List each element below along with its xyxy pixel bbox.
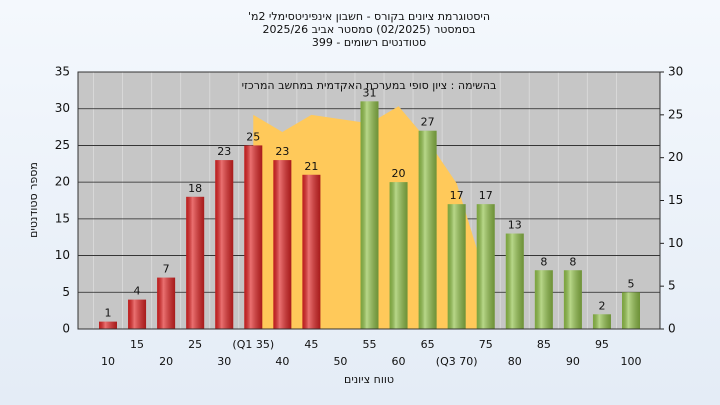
x-tick-label: 20 xyxy=(159,355,173,368)
bar-shine xyxy=(389,182,408,329)
bar-shine xyxy=(157,277,176,329)
annotation: בהשימה : ציון סופי במערכת האקדמית במחשב … xyxy=(242,79,497,92)
chart-title: היסטוגרמת ציונים בקורס - חשבון אינפיניטס… xyxy=(248,10,490,23)
data-label: 27 xyxy=(421,116,435,129)
x-axis-title: טווח ציונים xyxy=(344,373,394,386)
x-tick-label: 40 xyxy=(275,355,289,368)
bar-shine xyxy=(563,270,582,329)
y2-tick-label: 15 xyxy=(668,193,683,207)
data-label: 8 xyxy=(540,255,547,268)
data-label: 20 xyxy=(392,167,406,180)
y-tick-label: 15 xyxy=(55,211,70,225)
y-tick-label: 30 xyxy=(55,101,70,115)
bar-shine xyxy=(302,174,321,329)
x-tick-label: 75 xyxy=(479,338,493,351)
bar-shine xyxy=(418,130,437,329)
x-tick-label: (Q3 70) xyxy=(436,355,478,368)
data-label: 17 xyxy=(450,189,464,202)
data-label: 31 xyxy=(363,86,377,99)
bar-shine xyxy=(99,321,117,329)
chart-subtitle: סטודנטים רשומים - 399 xyxy=(312,36,426,49)
data-label: 13 xyxy=(508,219,522,232)
x-tick-label: 50 xyxy=(333,355,347,368)
y-tick-label: 20 xyxy=(55,175,70,189)
x-tick-label: 60 xyxy=(392,355,406,368)
x-tick-label: 10 xyxy=(101,355,115,368)
y2-tick-label: 5 xyxy=(668,279,676,293)
x-tick-label: 25 xyxy=(188,338,202,351)
y2-tick-label: 20 xyxy=(668,150,683,164)
x-tick-label: 55 xyxy=(363,338,377,351)
x-tick-label: 95 xyxy=(595,338,609,351)
bar-shine xyxy=(128,299,147,329)
y2-tick-label: 30 xyxy=(668,65,683,79)
data-label: 25 xyxy=(246,130,260,143)
bar-shine xyxy=(534,270,553,329)
x-tick-label: 100 xyxy=(621,355,642,368)
data-label: 23 xyxy=(275,145,289,158)
bar-shine xyxy=(505,233,524,329)
y-tick-label: 5 xyxy=(62,285,70,299)
data-label: 7 xyxy=(163,263,170,276)
data-label: 23 xyxy=(217,145,231,158)
y-tick-label: 0 xyxy=(62,322,70,336)
bar-shine xyxy=(476,204,495,329)
x-tick-label: 45 xyxy=(304,338,318,351)
bar-shine xyxy=(622,292,640,329)
data-label: 1 xyxy=(105,307,112,320)
data-label: 2 xyxy=(598,299,605,312)
y-tick-label: 25 xyxy=(55,138,70,152)
bar-shine xyxy=(186,196,205,329)
data-label: 18 xyxy=(188,182,202,195)
x-tick-label: (Q1 35) xyxy=(232,338,274,351)
data-label: 4 xyxy=(134,285,141,298)
x-tick-label: 90 xyxy=(566,355,580,368)
chart-subtitle: בסמסטר (02/2025) סמסטר אביב 2025/26 xyxy=(262,23,475,36)
plot-frame xyxy=(77,71,661,330)
bar-shine xyxy=(215,160,234,329)
x-tick-label: 65 xyxy=(421,338,435,351)
x-tick-label: 30 xyxy=(217,355,231,368)
x-tick-label: 85 xyxy=(537,338,551,351)
x-tick-label: 80 xyxy=(508,355,522,368)
data-label: 5 xyxy=(628,277,635,290)
y-tick-label: 35 xyxy=(55,65,70,79)
data-label: 21 xyxy=(304,160,318,173)
y2-tick-label: 25 xyxy=(668,107,683,121)
y2-tick-label: 10 xyxy=(668,236,683,250)
y2-tick-label: 0 xyxy=(668,322,676,336)
data-label: 17 xyxy=(479,189,493,202)
data-label: 8 xyxy=(569,255,576,268)
bar-shine xyxy=(447,204,466,329)
y-axis-title: מספר סטודנטים xyxy=(27,162,40,238)
bar-shine xyxy=(244,145,263,329)
bar-shine xyxy=(273,160,292,329)
bar-shine xyxy=(592,314,611,329)
bar-shine xyxy=(360,101,379,329)
y-tick-label: 10 xyxy=(55,248,70,262)
x-tick-label: 15 xyxy=(130,338,144,351)
